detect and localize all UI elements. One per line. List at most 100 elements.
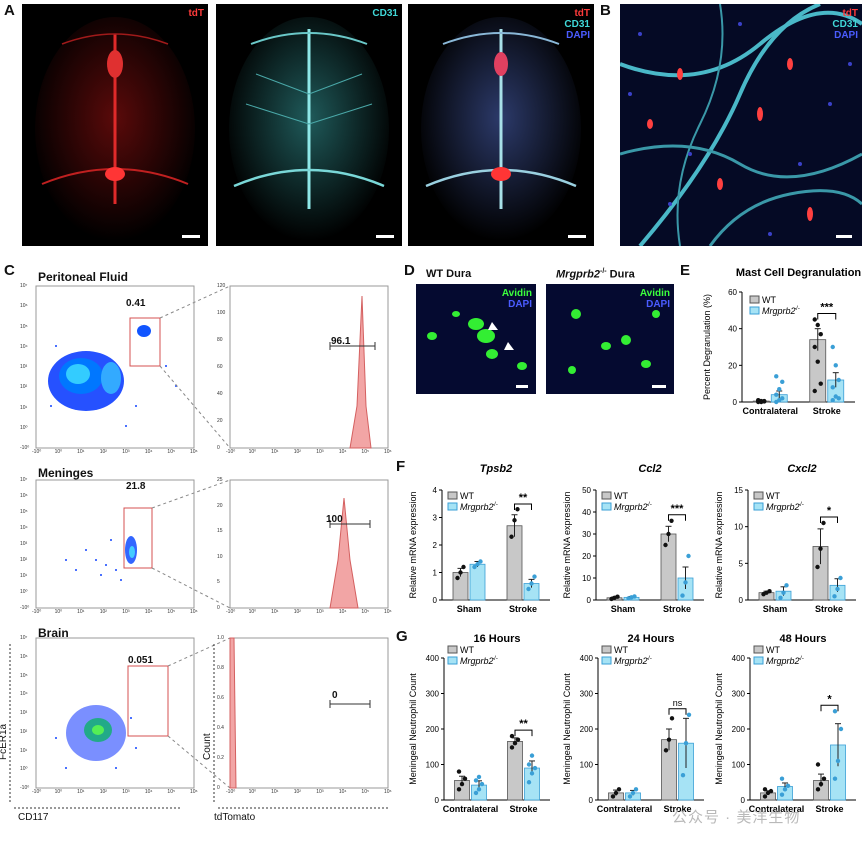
y-tick-label: 0: [433, 596, 438, 605]
scatter-y-tick: 10⁶: [20, 653, 28, 660]
legend-label-wt: WT: [762, 295, 776, 305]
category-label: Contralateral: [749, 804, 805, 814]
hist-y-tick: 25: [217, 477, 223, 483]
significance-bracket: [820, 704, 839, 712]
point-wt: [768, 788, 774, 794]
hist-x-tick: 10¹: [271, 449, 279, 455]
legend-label-ko: Mrgprb2: [460, 656, 494, 666]
point-wt: [456, 769, 462, 774]
scatter-x-tick: 10²: [99, 789, 107, 795]
point-ko: [532, 765, 538, 771]
microscopy-vessel-closeup: tdT CD31 DAPI: [620, 4, 862, 246]
legend-swatch-wt: [749, 295, 760, 304]
point-wt: [610, 794, 616, 799]
point-ko: [836, 377, 841, 383]
point-wt: [515, 737, 521, 742]
point-wt: [815, 322, 820, 328]
panel-b-label: B: [600, 2, 611, 19]
scatter-y-tick: -10⁰: [20, 785, 30, 791]
scatter-y-tick: 10⁴: [20, 691, 28, 698]
scatter-y-tick: 10⁶: [20, 493, 28, 499]
category-label: Stroke: [813, 406, 841, 416]
scatter-x-tick: 10²: [99, 609, 107, 615]
legend-label-wt: WT: [460, 645, 474, 655]
hist-y-tick: 0.8: [217, 665, 224, 671]
hist-x-axis-label: tdTomato: [214, 812, 256, 823]
bar-wt: [660, 533, 677, 601]
y-tick-label: 300: [426, 690, 440, 699]
y-tick-label: 30: [582, 530, 591, 539]
tdt-label: tdT: [574, 8, 590, 19]
scatter-x-tick: 10⁴: [144, 789, 153, 795]
point-ko: [473, 778, 479, 783]
legend-label-ko-sup: -/-: [794, 306, 800, 312]
point-wt: [615, 594, 620, 599]
point-wt: [818, 331, 823, 337]
legend-label-ko-sup: -/-: [646, 502, 652, 508]
point-wt: [756, 398, 761, 403]
scatter-x-tick: 10¹: [77, 449, 85, 455]
scatter-x-tick: 10⁵: [167, 449, 176, 455]
legend-swatch-wt: [447, 491, 458, 500]
point-ko: [526, 762, 532, 767]
scatter-y-tick: 10⁴: [20, 343, 28, 350]
point-wt: [459, 781, 465, 787]
y-axis-label: Relative mRNA expression: [408, 491, 418, 598]
point-ko: [785, 783, 791, 788]
hist-y-tick: 0: [217, 445, 220, 451]
hist-percent-meninges: 100: [326, 514, 343, 525]
vessel-drawing: [620, 4, 862, 246]
point-wt: [669, 518, 674, 523]
point-wt: [509, 534, 514, 539]
category-label: Stroke: [663, 804, 691, 814]
category-label: Stroke: [815, 604, 843, 614]
point-wt: [663, 542, 668, 548]
tdt-label: tdT: [188, 8, 204, 19]
scatter-y-tick: 10⁵: [20, 672, 28, 679]
scatter-x-tick: 10⁶: [190, 609, 198, 615]
legend-swatch-wt: [447, 645, 458, 654]
point-ko: [476, 787, 482, 792]
hist-x-tick: 10⁰: [248, 609, 257, 615]
ko-superscript: -/-: [600, 268, 607, 275]
y-tick-label: 1: [433, 569, 438, 578]
microscopy-tdt-whole-mount: tdT: [22, 4, 208, 246]
point-wt: [818, 381, 823, 386]
hist-y-tick: 20: [217, 418, 223, 424]
point-ko: [630, 790, 636, 796]
point-wt: [762, 399, 767, 404]
flow-y-axis-label: FcER1a: [0, 723, 9, 760]
flow-title-meninges: Meninges: [38, 466, 94, 480]
point-wt: [515, 507, 520, 512]
point-ko: [532, 574, 537, 579]
point-wt: [512, 741, 518, 746]
y-tick-label: 10: [582, 574, 591, 583]
y-tick-label: 400: [732, 654, 746, 663]
merge-signal-drawing: [421, 17, 581, 241]
scale-bar: [836, 235, 852, 238]
hist-x-tick: 10¹: [271, 609, 279, 615]
chart-title: 24 Hours: [627, 633, 674, 645]
point-wt: [812, 388, 817, 394]
legend-swatch-ko: [753, 656, 764, 665]
hist-y-tick: 1.0: [217, 635, 224, 641]
point-wt: [815, 359, 820, 364]
point-ko: [476, 774, 482, 780]
hist-y-tick: 15: [217, 528, 223, 535]
chart-title: Ccl2: [638, 463, 661, 475]
scatter-x-tick: -10⁰: [32, 789, 42, 795]
scatter-x-tick: 10²: [99, 449, 107, 455]
point-wt: [666, 531, 671, 537]
microscopy-wt-dura: Avidin DAPI: [416, 284, 536, 394]
point-ko: [838, 726, 844, 732]
scale-bar: [376, 235, 394, 238]
y-tick-label: 20: [728, 361, 737, 370]
category-label: Stroke: [815, 804, 843, 814]
chart-cxcl2: Cxcl2 Relative mRNA expression 0 5 10 15 Sham S…: [714, 463, 856, 614]
panel-c-label: C: [4, 262, 15, 279]
y-tick-label: 20: [582, 552, 591, 561]
point-ko: [830, 385, 835, 390]
dapi-label: DAPI: [646, 299, 670, 310]
ko-suffix: Dura: [606, 268, 635, 281]
hist-x-tick: 10⁵: [361, 789, 370, 795]
